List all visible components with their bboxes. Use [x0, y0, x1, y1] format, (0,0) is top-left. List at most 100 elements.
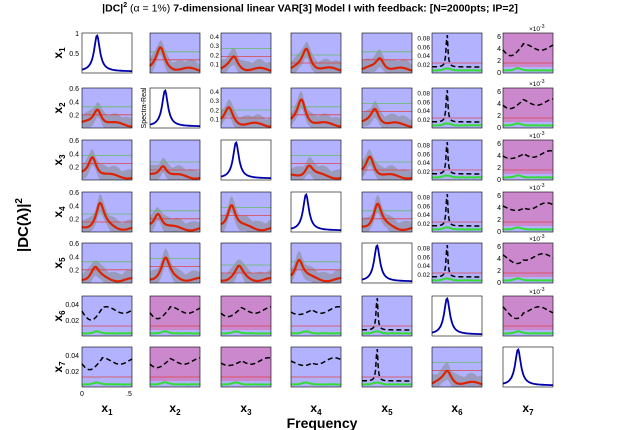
y-tick-col7: 6	[497, 193, 501, 200]
panel-x5-x3	[220, 242, 272, 284]
diag-spectrum-line	[290, 192, 341, 231]
threshold-curve	[220, 381, 271, 386]
significant-dc-line	[220, 55, 272, 72]
panel-frame	[81, 32, 133, 74]
y-tick-col2: 0.3	[210, 98, 219, 105]
significant-dc-line	[81, 265, 133, 283]
threshold-curve	[502, 122, 554, 127]
y-tick-col7: 4	[497, 46, 501, 53]
nonsignificant-dc-line	[502, 202, 554, 212]
panel-frame	[431, 32, 483, 74]
significant-dc-line	[149, 46, 201, 72]
y-tick-col6: 0.02	[417, 272, 430, 279]
y-tick-row1: 0.5	[69, 51, 79, 58]
y-tick-col6: 0.04	[417, 212, 430, 219]
panel-x7-x3	[220, 346, 272, 388]
y-tick-col7: 6	[497, 141, 501, 148]
y-tick-col6: 0.06	[417, 203, 430, 210]
y-tick-col7: 0	[497, 177, 501, 184]
panel-frame	[502, 32, 554, 74]
exponent-label: ×10-3	[529, 131, 545, 140]
threshold-curve	[502, 174, 554, 179]
y-tick-row6: 0.04	[65, 302, 79, 309]
row-label-x1: x1	[51, 47, 67, 59]
panel-bg-blue	[291, 347, 341, 387]
panel-bg	[82, 33, 132, 73]
nonsignificant-dc-line	[502, 253, 554, 265]
y-tick-col2: 0.3	[210, 43, 219, 50]
panel-grid	[81, 32, 554, 388]
spectra-ylabel: Spectra-Real	[141, 87, 148, 128]
col-label-x6: x6	[451, 401, 463, 417]
panel-frame	[361, 32, 413, 74]
nonsignificant-dc-line	[432, 35, 482, 68]
panel-frame	[149, 242, 201, 284]
y-tick-col7: 6	[497, 244, 501, 251]
nonsignificant-dc-line	[81, 357, 133, 371]
panel-x2-x7	[502, 87, 554, 129]
y-tick-col7: 6	[497, 34, 501, 41]
significant-dc-line	[361, 107, 412, 128]
y-tick-col6: 0.08	[417, 245, 430, 252]
panel-x5-x6	[431, 242, 483, 284]
panel-x6-x6	[431, 295, 483, 337]
panel-frame	[431, 191, 483, 233]
y-tick-row1: 1	[75, 31, 79, 38]
panel-x3-x6	[431, 139, 483, 181]
confidence-band	[221, 196, 271, 232]
y-tick-row4: 0.6	[69, 190, 79, 197]
panel-x2-x3	[220, 87, 272, 129]
panel-frame	[502, 87, 554, 129]
y-tick-row4: 0.4	[69, 203, 79, 210]
significant-dc-line	[81, 201, 133, 231]
threshold-curve	[431, 226, 483, 231]
confidence-band	[150, 157, 200, 180]
y-tick-col6: 0.08	[417, 90, 430, 97]
threshold-curve	[502, 67, 554, 72]
y-tick-col7: 0	[497, 229, 501, 236]
panel-x4-x4	[290, 191, 342, 233]
threshold-curve	[432, 67, 482, 72]
panel-x6-x3	[220, 295, 272, 337]
y-tick-row5: 0.2	[69, 268, 79, 275]
panel-frame	[81, 139, 133, 181]
panel-x3-x4	[290, 139, 342, 181]
confidence-band	[291, 251, 341, 283]
nonsignificant-dc-line	[81, 306, 133, 321]
exponent-label: ×10-3	[529, 234, 545, 243]
diag-spectrum-line	[502, 347, 553, 386]
panel-frame	[290, 242, 342, 284]
threshold-curve	[502, 226, 553, 231]
y-tick-col6: 0.06	[417, 99, 430, 106]
chart-title: |DC|2 (α = 1%) 7-dimensional linear VAR[…	[102, 2, 518, 15]
threshold-curve	[431, 122, 482, 127]
row-label-x2: x2	[51, 102, 67, 114]
panel-x4-x7	[502, 191, 554, 233]
y-tick-col6: 0.08	[417, 35, 430, 42]
panel-x2-x1	[81, 87, 133, 129]
col-label-x3: x3	[240, 401, 252, 417]
row-label-x5: x5	[51, 257, 67, 269]
panel-frame	[361, 242, 413, 284]
y-tick-col2: 0.4	[210, 89, 219, 96]
y-tick-col7: 2	[497, 165, 501, 172]
significant-dc-line	[290, 98, 341, 128]
panel-x2-x6	[431, 87, 483, 129]
y-tick-col6: 0.02	[417, 169, 430, 176]
panel-frame	[81, 295, 133, 337]
threshold-curve	[290, 330, 342, 335]
panel-frame	[361, 87, 413, 129]
y-tick-col7: 2	[497, 217, 501, 224]
significant-dc-line	[220, 264, 272, 283]
panel-x4-x1	[81, 191, 133, 233]
panel-x1-x6	[431, 32, 483, 74]
nonsignificant-dc-line	[290, 357, 342, 367]
significant-dc-line	[431, 369, 483, 386]
y-tick-col6: 0.02	[417, 62, 430, 69]
panel-bg	[150, 88, 200, 128]
panel-x3-x7	[502, 139, 554, 181]
diag-spectrum-line	[220, 140, 271, 179]
panel-bg-blue	[82, 296, 132, 336]
confidence-band	[362, 101, 412, 128]
panel-bg-magenta	[221, 347, 271, 387]
